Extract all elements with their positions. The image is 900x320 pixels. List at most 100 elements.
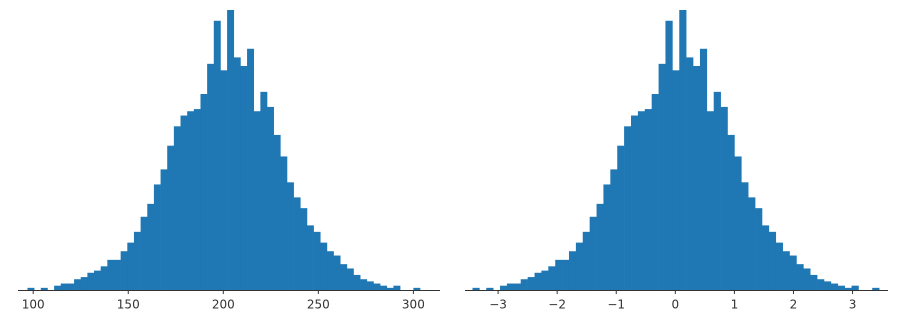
bar — [366, 281, 374, 290]
bar — [267, 106, 274, 290]
bar — [748, 197, 756, 290]
bar — [200, 94, 208, 290]
x-tick-label: 0 — [671, 298, 679, 312]
bar — [60, 283, 68, 290]
bar — [180, 115, 188, 291]
bar — [220, 70, 228, 290]
bar — [568, 251, 577, 290]
bar — [755, 208, 763, 290]
bar — [844, 287, 852, 290]
bar — [637, 111, 646, 290]
bar — [127, 242, 135, 290]
bar — [147, 203, 155, 290]
bar — [589, 216, 597, 290]
bar — [107, 259, 115, 290]
bar — [373, 283, 381, 290]
bar — [582, 231, 590, 290]
bar — [810, 274, 818, 290]
bar — [27, 287, 35, 290]
bar — [87, 272, 95, 290]
bar — [193, 109, 201, 290]
bar — [207, 63, 215, 290]
bar — [253, 111, 261, 290]
x-tick-label: 1 — [731, 298, 739, 312]
bar — [393, 285, 401, 290]
bar — [837, 285, 845, 290]
bar — [500, 285, 508, 290]
bar — [80, 277, 88, 290]
bar — [672, 70, 680, 290]
bar — [603, 184, 611, 290]
bar — [562, 259, 570, 290]
bar — [679, 10, 687, 290]
bar — [187, 111, 195, 290]
bar — [227, 10, 235, 290]
bar — [734, 156, 742, 290]
bar — [761, 225, 770, 290]
bar — [520, 279, 528, 290]
bar — [796, 264, 804, 290]
bar — [824, 281, 832, 290]
bar — [699, 48, 708, 291]
bar — [534, 272, 542, 290]
bar — [775, 242, 783, 290]
bar — [153, 184, 161, 290]
bar — [386, 287, 394, 290]
x-tick-label: 3 — [849, 298, 857, 312]
bar — [340, 264, 348, 290]
bar — [851, 285, 859, 290]
x-tick-label: 250 — [307, 298, 330, 312]
x-tick-label: 100 — [22, 298, 45, 312]
x-tick-label: −3 — [489, 298, 507, 312]
bar — [665, 20, 673, 291]
bar — [360, 279, 368, 290]
bar — [596, 203, 604, 290]
bar — [120, 251, 128, 290]
bar — [782, 251, 790, 290]
bar — [54, 285, 62, 290]
x-tick-label: 300 — [402, 298, 425, 312]
bar — [686, 57, 694, 291]
bar — [40, 287, 48, 290]
bar — [555, 259, 563, 290]
bar — [326, 251, 334, 290]
bar — [67, 283, 75, 290]
bar — [472, 287, 480, 290]
bar — [541, 270, 549, 290]
bar — [160, 169, 168, 290]
bar — [720, 106, 728, 290]
bar — [173, 126, 181, 290]
bar — [527, 277, 535, 290]
bar — [213, 20, 221, 291]
bar — [247, 48, 255, 291]
bar — [413, 287, 421, 290]
bar — [617, 145, 625, 290]
bar — [713, 91, 721, 290]
bar — [306, 225, 314, 290]
bar — [575, 242, 584, 290]
bar — [320, 242, 328, 290]
x-tick-label: 2 — [790, 298, 798, 312]
bar — [273, 134, 281, 290]
bar — [140, 216, 148, 290]
bar — [741, 182, 749, 290]
x-tick-label: 200 — [212, 298, 235, 312]
bar — [233, 57, 241, 291]
bar — [486, 287, 494, 290]
bar — [313, 231, 321, 290]
bar — [300, 208, 308, 290]
bar — [872, 287, 880, 290]
bar — [631, 115, 639, 291]
bar — [74, 279, 82, 290]
bar — [260, 91, 268, 290]
x-tick-label: 150 — [117, 298, 140, 312]
bar — [817, 279, 825, 290]
bar — [100, 266, 108, 290]
bar — [548, 266, 556, 290]
bar — [658, 63, 666, 290]
bar — [644, 109, 652, 290]
bar — [133, 231, 141, 290]
bar — [380, 285, 388, 290]
bar — [346, 268, 354, 290]
